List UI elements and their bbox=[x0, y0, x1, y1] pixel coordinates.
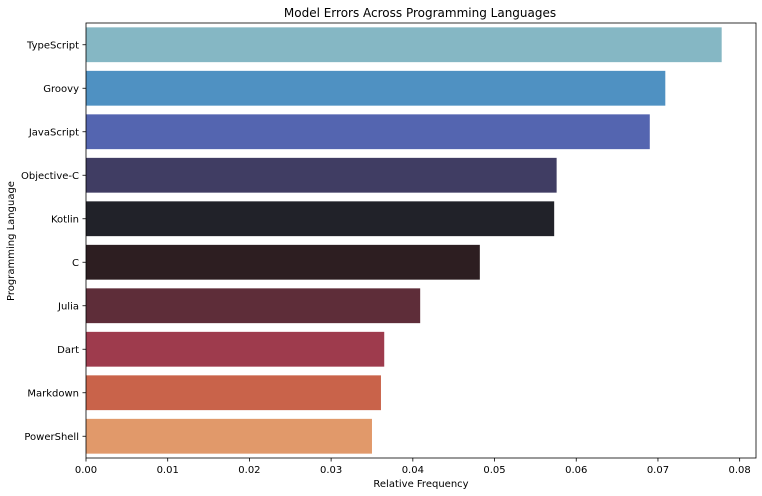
y-tick-label: JavaScript bbox=[28, 127, 79, 138]
y-tick-label: TypeScript bbox=[26, 40, 79, 51]
y-tick-label: Dart bbox=[57, 345, 79, 356]
y-tick-label: Groovy bbox=[43, 84, 79, 95]
bar-objective-c bbox=[86, 157, 557, 193]
bar-kotlin bbox=[86, 201, 555, 237]
y-tick-label: Objective-C bbox=[21, 171, 79, 182]
x-tick-label: 0.07 bbox=[647, 465, 669, 476]
x-tick-label: 0.01 bbox=[157, 465, 179, 476]
x-tick-label: 0.05 bbox=[483, 465, 505, 476]
y-tick-label: PowerShell bbox=[24, 432, 79, 443]
x-tick-label: 0.08 bbox=[729, 465, 751, 476]
y-tick-label: Markdown bbox=[27, 388, 79, 399]
bar-powershell bbox=[86, 418, 372, 454]
bar-julia bbox=[86, 288, 421, 324]
y-tick-label: Julia bbox=[57, 301, 79, 312]
x-tick-label: 0.04 bbox=[402, 465, 424, 476]
x-axis-label: Relative Frequency bbox=[373, 479, 468, 490]
plot-frame bbox=[85, 22, 757, 459]
bar-c bbox=[86, 244, 480, 280]
bar-markdown bbox=[86, 375, 381, 411]
y-axis-label: Programming Language bbox=[6, 181, 17, 301]
x-tick-label: 0.06 bbox=[565, 465, 587, 476]
bar-javascript bbox=[86, 114, 650, 150]
x-tick-label: 0.03 bbox=[320, 465, 342, 476]
chart-title: Model Errors Across Programming Language… bbox=[284, 6, 556, 20]
y-tick-label: Kotlin bbox=[51, 214, 79, 225]
x-tick-label: 0.02 bbox=[238, 465, 260, 476]
bar-groovy bbox=[86, 70, 666, 106]
bar-typescript bbox=[86, 27, 722, 63]
bar-dart bbox=[86, 331, 385, 367]
y-tick-label: C bbox=[72, 258, 79, 269]
x-tick-label: 0.00 bbox=[75, 465, 97, 476]
